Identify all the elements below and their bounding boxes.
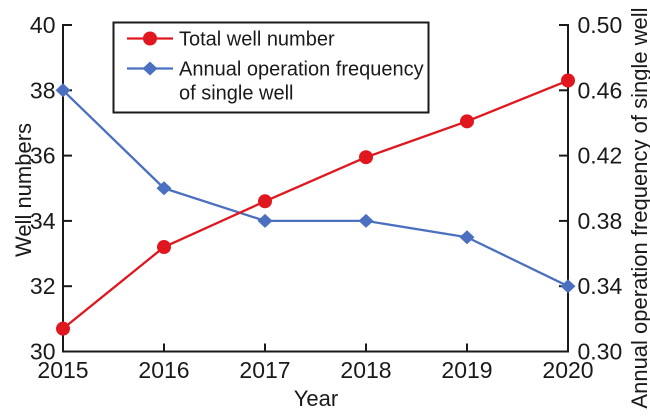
left-axis-tick-label: 32: [30, 273, 56, 299]
left-axis-tick-label: 34: [30, 208, 56, 234]
legend-label: Total well number: [179, 29, 335, 51]
x-axis-tick-label: 2015: [37, 357, 88, 383]
data-point-marker: [358, 213, 374, 228]
right-axis-tick-label: 0.38: [578, 208, 623, 234]
data-point-marker: [561, 73, 575, 88]
data-point-marker: [460, 114, 474, 129]
right-axis-tick-label: 0.34: [578, 273, 623, 299]
right-axis-tick-label: 0.42: [578, 143, 623, 169]
data-point-marker: [257, 213, 273, 228]
legend-label: of single well: [179, 83, 294, 105]
x-axis-tick-label: 2020: [542, 357, 593, 383]
legend-marker-circle-icon: [143, 31, 157, 46]
x-axis-tick-label: 2016: [138, 357, 189, 383]
right-axis-title: Annual operation frequency of single wel…: [627, 7, 650, 408]
legend-entry: Total well number: [127, 29, 335, 51]
data-point-marker: [56, 321, 70, 336]
legend-marker-diamond-icon: [142, 61, 158, 76]
data-point-marker: [55, 83, 71, 98]
series-line: [61, 89, 570, 288]
x-axis-tick-label: 2019: [441, 357, 492, 383]
data-point-marker: [560, 279, 576, 294]
x-axis-title: Year: [294, 386, 338, 411]
series-total-well-number: [56, 73, 575, 336]
x-axis-tick-label: 2017: [239, 357, 290, 383]
legend-label: Annual operation frequency: [179, 59, 424, 81]
data-point-marker: [258, 194, 272, 209]
left-axis-title: Well numbers: [11, 123, 36, 257]
legend: Total well number Annual operation freque…: [112, 21, 430, 114]
right-axis-tick-label: 0.50: [578, 12, 623, 38]
series-annual-operation-frequency-of-single-well: [55, 83, 576, 294]
right-axis-tick-label: 0.46: [578, 77, 623, 103]
x-axis-tick-label: 2018: [340, 357, 391, 383]
left-axis-tick-label: 36: [30, 143, 56, 169]
right-axis-tick-label: 0.30: [578, 339, 623, 365]
left-axis-tick-label: 38: [30, 77, 56, 103]
data-point-marker: [359, 150, 373, 165]
left-axis-tick-label: 30: [30, 339, 56, 365]
data-point-marker: [156, 181, 172, 196]
series-line: [61, 79, 570, 330]
data-point-marker: [459, 230, 475, 245]
left-axis-tick-label: 40: [30, 12, 56, 38]
data-point-marker: [157, 240, 171, 255]
